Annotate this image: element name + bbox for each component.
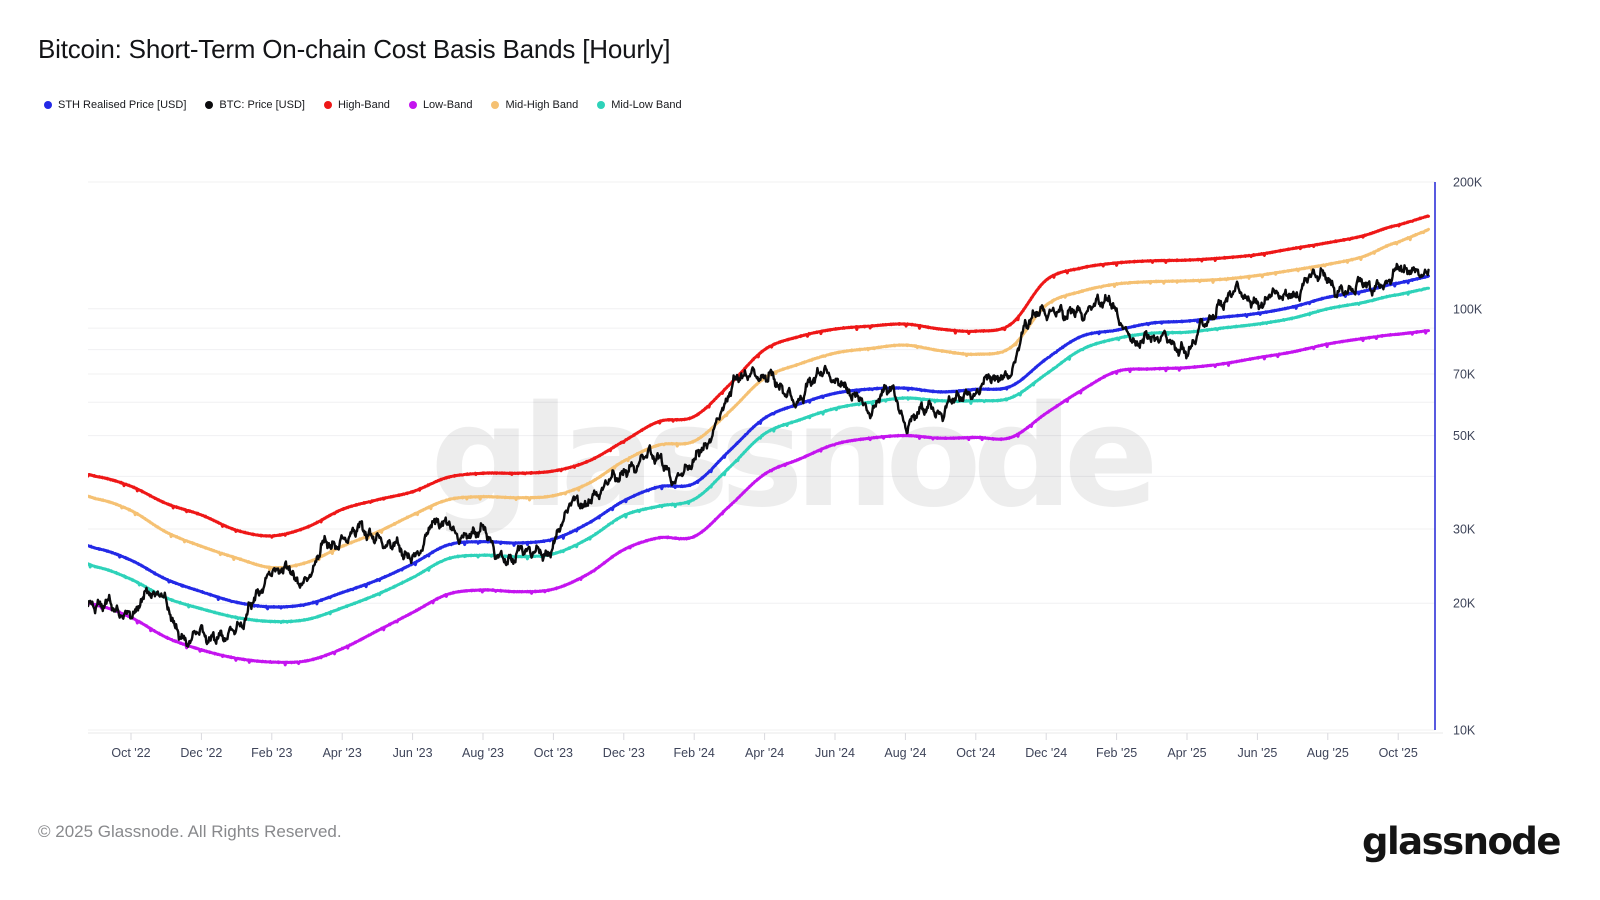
- series-line-sth: [88, 274, 1430, 611]
- series-line-high: [88, 214, 1430, 539]
- legend-color-dot: [205, 101, 214, 109]
- legend-color-dot: [491, 101, 500, 109]
- x-tick-label: Aug '23: [462, 746, 504, 760]
- x-tick-label: Feb '23: [251, 746, 292, 760]
- y-axis: 200K 100K 70K 50K 30K 20K 10K: [1434, 176, 1483, 738]
- x-tick-label: Jun '24: [815, 746, 855, 760]
- x-tick-label: Feb '24: [674, 746, 715, 760]
- legend-color-dot: [408, 101, 417, 109]
- y-tick-label: 50K: [1453, 429, 1476, 443]
- legend-item-mid-high-band[interactable]: Mid-High Band: [491, 99, 578, 111]
- chart-legend: STH Realised Price [USD] BTC: Price [USD]…: [44, 99, 682, 111]
- x-tick-label: Jun '23: [393, 746, 433, 760]
- x-axis: Oct '22 Dec '22 Feb '23 Apr '23 Jun '23 Aug '…: [88, 732, 1443, 760]
- y-tick-label: 20K: [1453, 597, 1476, 611]
- legend-label: STH Realised Price [USD]: [58, 99, 187, 111]
- glassnode-logo: glassnode: [1361, 820, 1562, 863]
- x-tick-label: Jun '25: [1237, 746, 1277, 760]
- legend-item-sth-realised-price-usd[interactable]: STH Realised Price [USD]: [44, 99, 186, 111]
- legend-item-low-band[interactable]: Low-Band: [408, 99, 473, 111]
- x-tick-label: Feb '25: [1096, 746, 1137, 760]
- x-tick-label: Dec '24: [1025, 746, 1067, 760]
- x-tick-label: Apr '25: [1167, 746, 1206, 760]
- series-line-btc: [88, 262, 1430, 648]
- y-tick-label: 100K: [1453, 302, 1483, 316]
- series-lines: [88, 214, 1430, 667]
- y-tick-label: 200K: [1453, 176, 1483, 190]
- x-tick-label: Apr '24: [745, 746, 784, 760]
- legend-item-btc-price-usd[interactable]: BTC: Price [USD]: [205, 99, 305, 111]
- x-tick-label: Aug '24: [884, 746, 926, 760]
- y-tick-label: 10K: [1453, 724, 1476, 738]
- legend-item-mid-low-band[interactable]: Mid-Low Band: [597, 99, 682, 111]
- series-line-low: [88, 329, 1430, 667]
- x-tick-label: Oct '22: [111, 746, 150, 760]
- series-line-mid_high: [88, 227, 1430, 572]
- legend-color-dot: [597, 101, 606, 109]
- x-tick-label: Dec '22: [180, 746, 222, 760]
- x-tick-label: Oct '25: [1379, 746, 1418, 760]
- series-line-mid_low: [88, 286, 1430, 624]
- x-tick-label: Oct '24: [956, 746, 995, 760]
- legend-label: BTC: Price [USD]: [219, 99, 305, 111]
- x-tick-label: Aug '25: [1307, 746, 1349, 760]
- legend-label: Mid-High Band: [505, 99, 579, 111]
- copyright-text: © 2025 Glassnode. All Rights Reserved.: [38, 822, 342, 841]
- legend-label: High-Band: [337, 99, 390, 111]
- legend-label: Mid-Low Band: [611, 99, 682, 111]
- y-tick-label: 70K: [1453, 368, 1476, 382]
- legend-item-high-band[interactable]: High-Band: [323, 99, 390, 111]
- legend-label: Low-Band: [422, 99, 473, 111]
- legend-color-dot: [323, 101, 332, 109]
- x-tick-label: Apr '23: [323, 746, 362, 760]
- legend-color-dot: [44, 101, 52, 109]
- x-tick-label: Dec '23: [603, 746, 645, 760]
- x-tick-label: Oct '23: [534, 746, 573, 760]
- page-title: Bitcoin: Short-Term On-chain Cost Basis …: [38, 34, 671, 64]
- y-tick-label: 30K: [1453, 523, 1476, 537]
